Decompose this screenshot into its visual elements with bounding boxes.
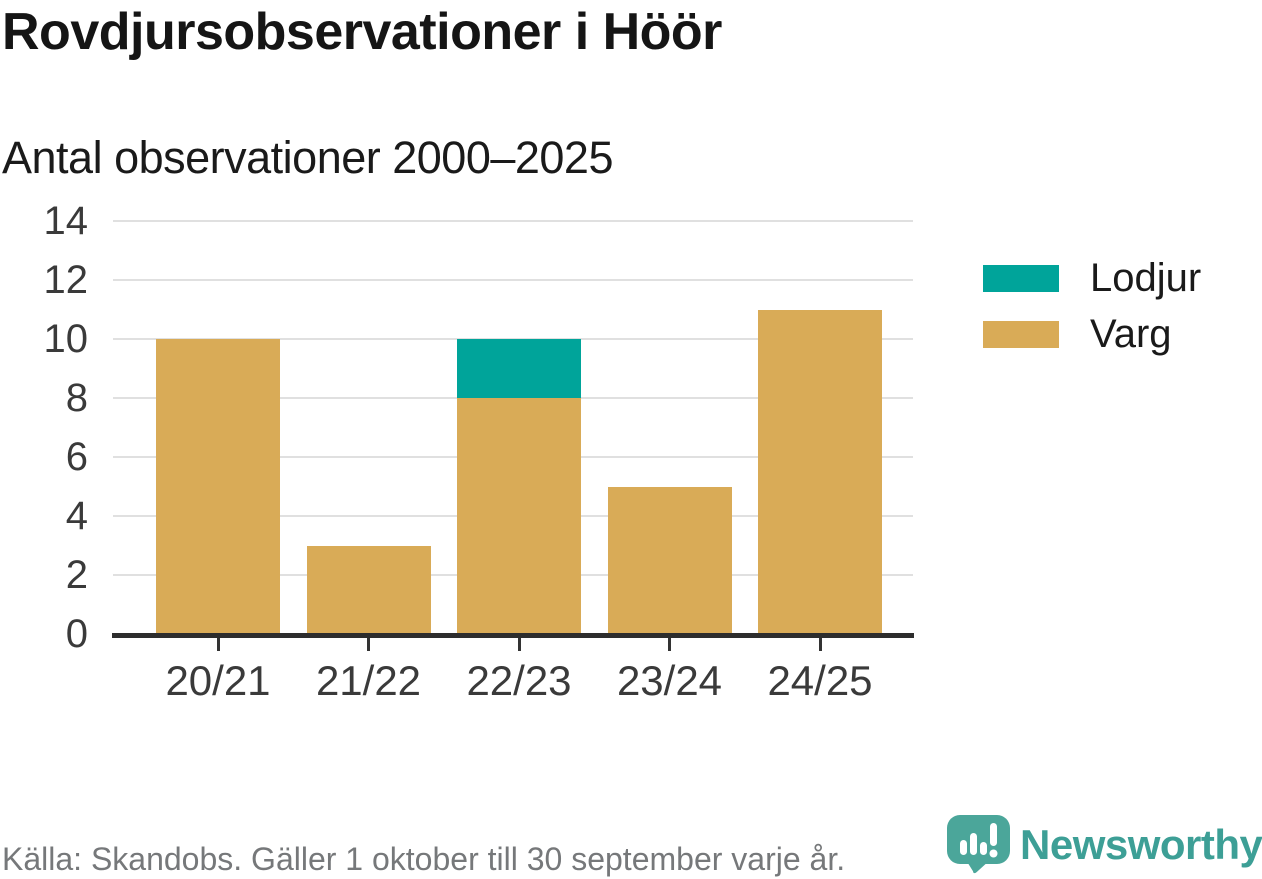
- legend-item-lodjur: Lodjur: [983, 256, 1202, 300]
- x-tick: [818, 638, 822, 651]
- x-tick-label: 24/25: [767, 657, 873, 704]
- gridline-y-12: [113, 279, 913, 281]
- legend: Lodjur Varg: [983, 256, 1202, 376]
- x-axis-line: [112, 633, 914, 638]
- bar-segment-varg-20/21: [156, 339, 280, 634]
- legend-item-varg: Varg: [983, 312, 1201, 356]
- y-tick-label: 12: [43, 258, 89, 302]
- y-tick-label: 14: [43, 199, 89, 243]
- legend-label: Lodjur: [1090, 256, 1202, 300]
- chart-title: Rovdjursobservationer i Höör: [2, 3, 722, 61]
- source-note: Källa: Skandobs. Gäller 1 oktober till 3…: [2, 841, 846, 877]
- bar-segment-varg-22/23: [457, 398, 581, 634]
- gridline-y-14: [113, 220, 913, 222]
- bar-segment-varg-23/24: [607, 486, 732, 634]
- legend-swatch-lodjur: [983, 264, 1059, 292]
- bar-segment-lodjur-22/23: [457, 339, 581, 398]
- y-tick-label: 2: [65, 553, 88, 597]
- legend-swatch-varg: [983, 320, 1059, 348]
- x-tick: [517, 638, 521, 651]
- chart-subtitle: Antal observationer 2000–2025: [2, 132, 613, 183]
- x-tick-label: 21/22: [315, 657, 422, 704]
- bar-segment-varg-21/22: [306, 545, 431, 634]
- x-tick: [216, 638, 220, 651]
- y-tick-label: 0: [65, 612, 88, 656]
- legend-label: Varg: [1090, 312, 1172, 356]
- x-tick-label: 20/21: [165, 657, 271, 704]
- bar-segment-varg-24/25: [758, 309, 882, 634]
- newsworthy-logo-icon: [947, 815, 1010, 874]
- x-tick: [668, 638, 671, 651]
- x-tick-label: 22/23: [466, 657, 572, 704]
- y-tick-label: 8: [65, 376, 88, 420]
- plot-area: [113, 220, 913, 634]
- newsworthy-logo: Newsworthy: [947, 815, 1262, 875]
- y-tick-label: 10: [43, 317, 89, 361]
- newsworthy-wordmark: Newsworthy: [1020, 821, 1262, 868]
- x-tick: [367, 638, 370, 651]
- y-tick-label: 6: [65, 435, 88, 479]
- x-tick-label: 23/24: [616, 657, 723, 704]
- y-tick-label: 4: [65, 494, 88, 538]
